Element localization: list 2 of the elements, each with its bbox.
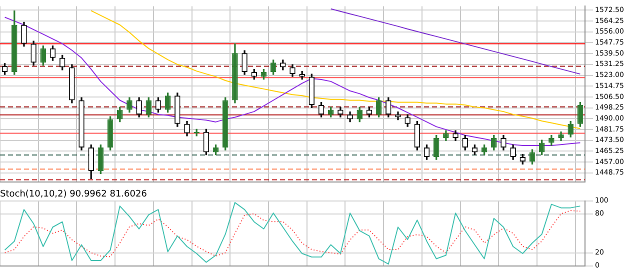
chart-title: Stoch(10,10,2) 90.9962 81.6026 (0, 190, 148, 200)
line-series (4, 210, 581, 258)
